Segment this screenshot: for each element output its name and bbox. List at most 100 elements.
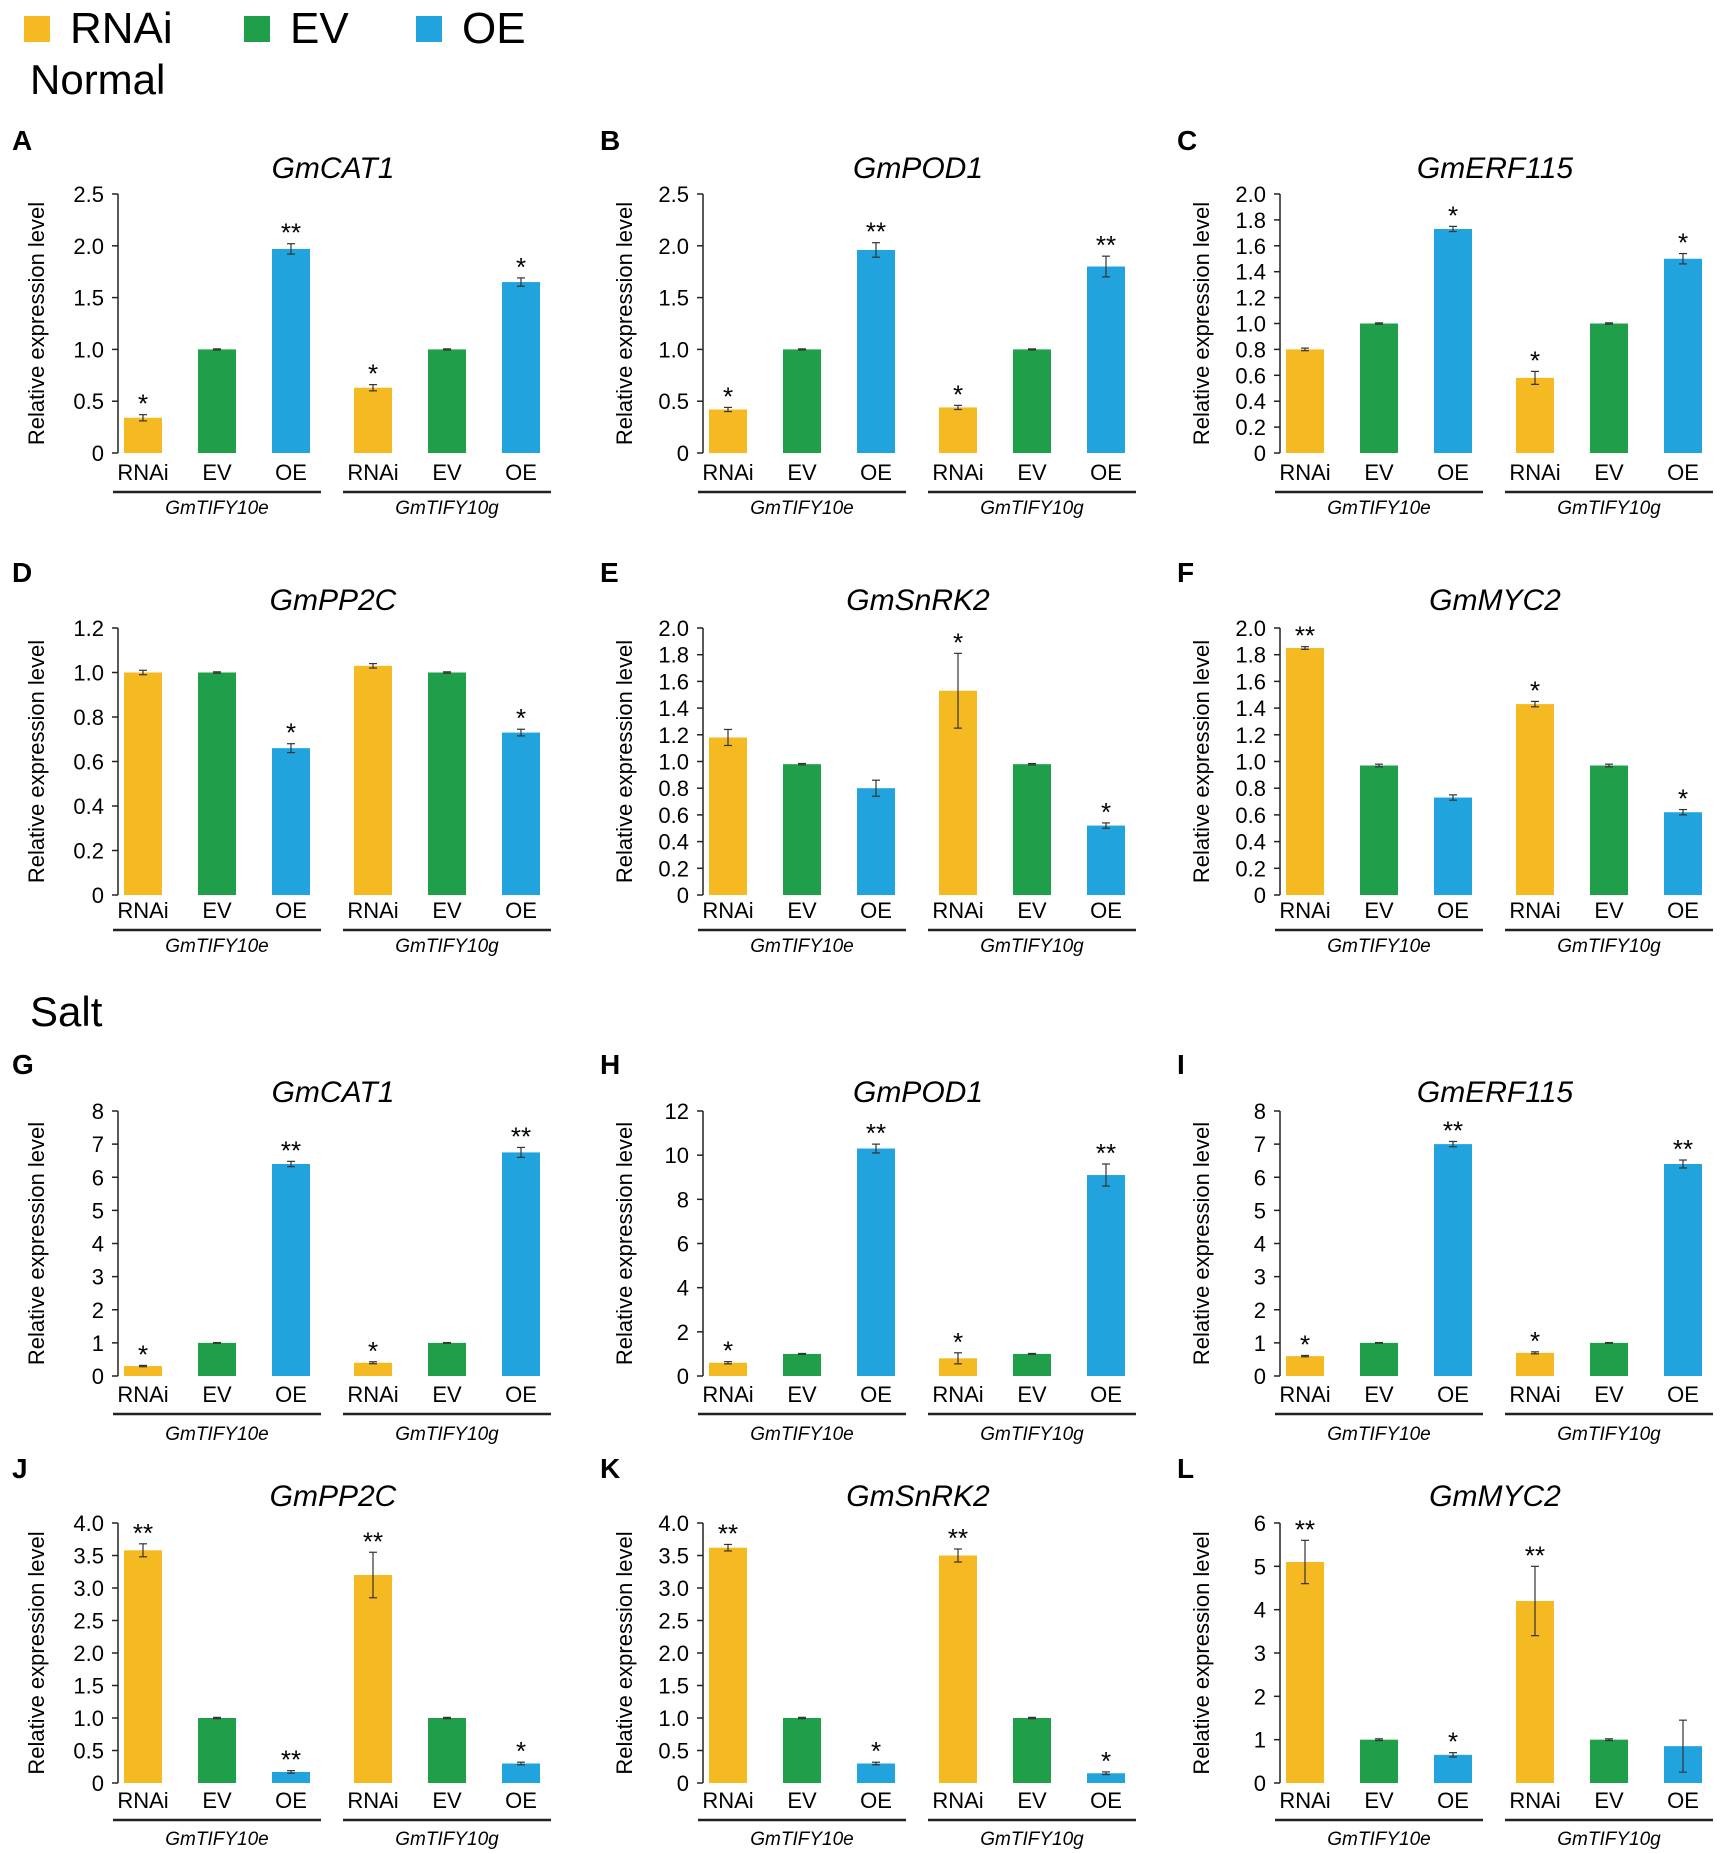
bar-oe xyxy=(272,1164,310,1376)
y-tick-label: 6 xyxy=(92,1165,104,1190)
bar-ev xyxy=(198,1342,236,1376)
y-axis-label: Relative expression level xyxy=(24,1531,49,1774)
y-tick-label: 3 xyxy=(92,1265,104,1290)
significance-label: * xyxy=(286,718,296,748)
y-tick-label: 0.2 xyxy=(73,839,104,864)
y-tick-label: 4.0 xyxy=(658,1511,689,1536)
y-tick-label: 4 xyxy=(92,1232,104,1257)
y-tick-label: 8 xyxy=(677,1187,689,1212)
bar-rnai xyxy=(354,387,392,453)
x-tick-label: EV xyxy=(1017,898,1047,923)
significance-label: ** xyxy=(281,218,301,248)
bar-oe xyxy=(1087,1773,1125,1783)
group-label: GmTIFY10e xyxy=(750,498,853,519)
panel-letter: F xyxy=(1177,557,1194,588)
y-tick-label: 1.4 xyxy=(1235,696,1266,721)
significance-label: * xyxy=(138,1339,148,1369)
y-axis-label: Relative expression level xyxy=(612,640,637,883)
chart-panel-j: J GmPP2C Relative expression level 0 0.5 1.0 1… xyxy=(12,1453,551,1850)
chart-panel-l: L GmMYC2 Relative expression level 0 1 2 3 4 5 6 *… xyxy=(1177,1453,1713,1850)
bar-ev xyxy=(428,349,466,453)
bar-rnai xyxy=(939,1358,977,1376)
panel-letter: D xyxy=(12,557,32,588)
bar-oe xyxy=(857,249,895,453)
significance-label: ** xyxy=(866,217,886,247)
y-tick-label: 0.8 xyxy=(1235,337,1266,362)
y-tick-label: 0.6 xyxy=(1235,803,1266,828)
x-tick-label: OE xyxy=(1437,1788,1469,1813)
y-tick-label: 0.8 xyxy=(658,776,689,801)
y-tick-label: 0 xyxy=(1254,1364,1266,1389)
y-tick-label: 0 xyxy=(1254,883,1266,908)
y-tick-label: 0.5 xyxy=(658,1739,689,1764)
bar-rnai xyxy=(1286,1356,1324,1376)
x-tick-label: RNAi xyxy=(1509,1382,1560,1407)
bar-rnai xyxy=(124,417,162,453)
bar-rnai xyxy=(124,672,162,895)
section-label-salt: Salt xyxy=(30,988,103,1035)
significance-label: ** xyxy=(511,1121,531,1151)
significance-label: * xyxy=(1448,1727,1458,1757)
y-tick-label: 0 xyxy=(1254,1771,1266,1796)
significance-label: ** xyxy=(948,1523,968,1553)
group-label: GmTIFY10e xyxy=(165,1424,268,1445)
y-tick-label: 4 xyxy=(1254,1232,1266,1257)
x-tick-label: EV xyxy=(432,898,462,923)
y-tick-label: 3.5 xyxy=(658,1544,689,1569)
x-tick-label: EV xyxy=(1364,898,1394,923)
panel-letter: H xyxy=(600,1049,620,1080)
chart-panel-i: I GmERF115 Relative expression level 0 1 2 3 4 5… xyxy=(1177,1049,1713,1445)
bar-oe xyxy=(1664,258,1702,453)
y-tick-label: 0.2 xyxy=(1235,856,1266,881)
x-tick-label: EV xyxy=(1594,460,1624,485)
significance-label: ** xyxy=(133,1518,153,1548)
y-axis-label: Relative expression level xyxy=(612,1531,637,1774)
x-tick-label: RNAi xyxy=(702,460,753,485)
y-axis-label: Relative expression level xyxy=(1189,640,1214,883)
group-label: GmTIFY10e xyxy=(750,1424,853,1445)
y-tick-label: 3.5 xyxy=(73,1544,104,1569)
group-label: GmTIFY10e xyxy=(165,1829,268,1850)
bar-rnai xyxy=(1516,1352,1554,1376)
chart-panel-b: B GmPOD1 Relative expression level 0 0.5 1.0 1… xyxy=(600,125,1136,519)
bar-oe xyxy=(1434,228,1472,453)
bar-oe xyxy=(1087,825,1125,895)
significance-label: ** xyxy=(718,1518,738,1548)
group-label: GmTIFY10g xyxy=(980,498,1084,519)
x-tick-label: EV xyxy=(202,460,232,485)
y-tick-label: 10 xyxy=(665,1143,689,1168)
significance-label: ** xyxy=(363,1526,383,1556)
legend-label-ev: EV xyxy=(290,4,349,53)
x-tick-label: EV xyxy=(432,1788,462,1813)
chart-panel-g: G GmCAT1 Relative expression level 0 1 2 3 4 5 6 7… xyxy=(12,1049,551,1445)
x-tick-label: OE xyxy=(275,460,307,485)
y-tick-label: 2.0 xyxy=(73,1641,104,1666)
x-tick-label: RNAi xyxy=(347,1788,398,1813)
y-tick-label: 2.0 xyxy=(658,616,689,641)
x-tick-label: EV xyxy=(432,460,462,485)
bar-ev xyxy=(783,349,821,453)
group-label: GmTIFY10g xyxy=(1557,498,1661,519)
y-tick-label: 2 xyxy=(677,1320,689,1345)
x-tick-label: RNAi xyxy=(1509,1788,1560,1813)
bar-ev xyxy=(1590,1342,1628,1376)
y-tick-label: 6 xyxy=(1254,1511,1266,1536)
y-tick-label: 1.4 xyxy=(658,696,689,721)
significance-label: * xyxy=(953,627,963,657)
x-tick-label: RNAi xyxy=(347,460,398,485)
y-tick-label: 1.0 xyxy=(73,1706,104,1731)
y-tick-label: 1.8 xyxy=(658,643,689,668)
legend-item-rnai: RNAi xyxy=(24,4,173,54)
significance-label: * xyxy=(723,1336,733,1366)
bar-ev xyxy=(428,672,466,895)
x-tick-label: EV xyxy=(1017,1788,1047,1813)
x-tick-label: OE xyxy=(860,898,892,923)
x-tick-label: RNAi xyxy=(1279,1788,1330,1813)
y-tick-label: 1.2 xyxy=(1235,286,1266,311)
x-tick-label: OE xyxy=(1090,898,1122,923)
group-label: GmTIFY10g xyxy=(395,498,499,519)
significance-label: * xyxy=(953,1327,963,1357)
bar-rnai xyxy=(354,665,392,895)
x-tick-label: RNAi xyxy=(1509,898,1560,923)
x-tick-label: RNAi xyxy=(702,898,753,923)
